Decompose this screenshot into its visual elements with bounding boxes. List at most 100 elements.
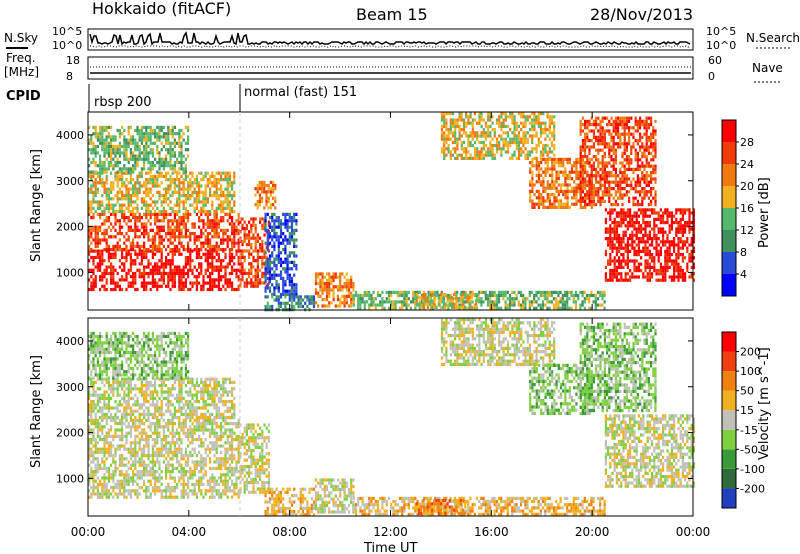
heatmap-cell <box>184 212 187 216</box>
heatmap-cell <box>535 202 538 206</box>
heatmap-cell <box>612 119 615 123</box>
heatmap-cell <box>599 187 602 191</box>
heatmap-cell <box>284 304 287 309</box>
heatmap-cell <box>129 281 132 285</box>
heatmap-cell <box>211 203 214 207</box>
heatmap-cell <box>204 281 207 285</box>
heatmap-cell <box>630 167 633 171</box>
heatmap-cell <box>440 131 444 135</box>
heatmap-cell <box>524 134 527 138</box>
heatmap-cell <box>169 164 172 168</box>
heatmap-cell <box>597 180 600 184</box>
heatmap-cell <box>617 187 620 191</box>
heatmap-cell <box>92 197 95 201</box>
heatmap-cell <box>633 265 636 269</box>
heatmap-cell <box>189 171 192 175</box>
heatmap-cell <box>480 131 483 135</box>
heatmap-cell <box>542 186 545 190</box>
heatmap-cell <box>101 275 104 279</box>
heatmap-cell <box>211 200 214 204</box>
heatmap-cell <box>158 284 161 288</box>
heatmap-cell <box>628 199 631 203</box>
heatmap-cell <box>546 193 549 197</box>
heatmap-cell <box>94 232 97 236</box>
heatmap-cell <box>613 233 616 237</box>
heatmap-cell <box>608 171 611 175</box>
heatmap-cell <box>132 210 135 214</box>
heatmap-cell <box>136 197 139 201</box>
heatmap-cell <box>273 225 276 229</box>
heatmap-cell <box>575 173 578 177</box>
heatmap-cell <box>522 144 525 148</box>
heatmap-cell <box>116 194 119 198</box>
heatmap-cell <box>165 135 168 139</box>
heatmap-cell <box>620 259 623 263</box>
heatmap-cell <box>140 128 143 133</box>
heatmap-cell <box>482 156 485 160</box>
heatmap-cell <box>129 212 132 216</box>
heatmap-cell <box>293 260 296 264</box>
heatmap-cell <box>636 174 639 178</box>
heatmap-cell <box>228 194 231 198</box>
heatmap-cell <box>149 128 152 133</box>
heatmap-cell <box>647 145 650 149</box>
heatmap-cell <box>182 170 185 174</box>
heatmap-cell <box>96 249 99 253</box>
heatmap-cell <box>101 141 104 145</box>
heatmap-cell <box>286 222 289 226</box>
heatmap-cell <box>206 178 209 182</box>
heatmap-cell <box>619 196 622 200</box>
heatmap-cell <box>228 271 231 276</box>
heatmap-cell <box>180 144 183 149</box>
heatmap-cell <box>173 271 176 276</box>
heatmap-cell <box>101 200 104 204</box>
heatmap-cell <box>160 235 163 239</box>
heatmap-cell <box>469 293 472 298</box>
heatmap-cell <box>256 187 259 191</box>
heatmap-cell <box>581 129 584 133</box>
heatmap-cell <box>213 222 216 226</box>
heatmap-cell <box>99 249 102 253</box>
heatmap-cell <box>114 174 117 178</box>
heatmap-cell <box>394 300 397 304</box>
heatmap-cell <box>489 290 492 294</box>
heatmap-cell <box>640 230 643 234</box>
heatmap-cell <box>162 216 165 220</box>
heatmap-cell <box>599 290 602 294</box>
heatmap-cell <box>110 160 113 165</box>
heatmap-cell <box>191 171 194 175</box>
heatmap-cell <box>625 132 628 136</box>
heatmap-cell <box>275 273 278 277</box>
heatmap-cell <box>609 259 612 263</box>
heatmap-cell <box>178 160 181 165</box>
heatmap-cell <box>160 238 163 242</box>
heatmap-cell <box>158 210 161 214</box>
heatmap-cell <box>542 131 545 135</box>
heatmap-cell <box>328 301 331 305</box>
heatmap-cell <box>235 249 238 253</box>
heatmap-cell <box>88 200 91 204</box>
heatmap-cell <box>424 299 427 303</box>
heatmap-cell <box>502 147 505 151</box>
heatmap-cell <box>123 148 126 152</box>
heatmap-cell <box>121 278 124 282</box>
heatmap-cell <box>557 199 560 203</box>
heatmap-cell <box>160 160 163 165</box>
heatmap-cell <box>648 265 651 269</box>
heatmap-cell <box>624 246 627 250</box>
heatmap-cell <box>655 211 658 215</box>
heatmap-cell <box>601 174 604 178</box>
heatmap-cell <box>189 255 192 260</box>
heatmap-cell <box>99 181 102 185</box>
heatmap-cell <box>634 155 637 159</box>
heatmap-cell <box>529 170 532 174</box>
heatmap-cell <box>612 167 615 171</box>
heatmap-cell <box>167 171 170 175</box>
heatmap-cell <box>107 252 110 256</box>
heatmap-cell <box>535 293 538 298</box>
heatmap-cell <box>180 200 183 204</box>
heatmap-cell <box>165 164 168 168</box>
heatmap-cell <box>156 228 159 232</box>
heatmap-cell <box>469 115 472 119</box>
